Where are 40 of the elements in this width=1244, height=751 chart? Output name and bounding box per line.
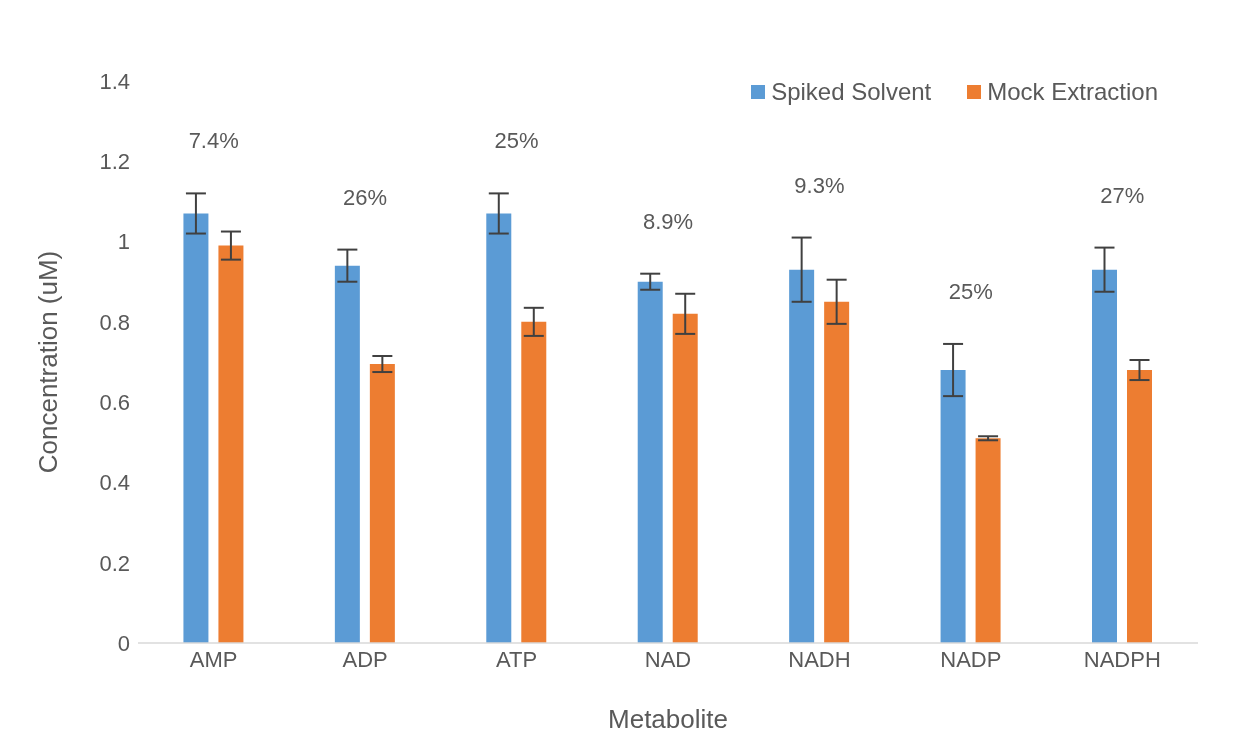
bar [824, 301, 850, 643]
bar [183, 213, 209, 643]
bar [975, 438, 1001, 643]
bar [940, 370, 966, 643]
bar [521, 321, 547, 643]
annotation: 7.4% [188, 128, 239, 154]
legend-label: Spiked Solvent [770, 78, 932, 106]
x-tick-label: NADPH [1083, 646, 1161, 672]
bar [672, 313, 698, 643]
x-tick-label: ADP [342, 646, 388, 672]
y-tick-label: 0.6 [99, 389, 130, 415]
annotation: 25% [494, 128, 539, 154]
y-axis-title: Concentration (uM) [33, 250, 64, 474]
y-tick-label: 0.4 [99, 470, 130, 496]
y-tick-label: 0.8 [99, 309, 130, 335]
annotation: 9.3% [794, 172, 845, 198]
legend-label: Mock Extraction [986, 78, 1158, 106]
x-axis-title: Metabolite [608, 704, 728, 734]
y-tick-label: 0.2 [99, 550, 130, 576]
x-tick-label: NADH [788, 646, 851, 672]
bar [486, 213, 512, 643]
annotation: 26% [343, 184, 388, 210]
x-tick-label: NADP [940, 646, 1002, 672]
bar [637, 281, 663, 643]
bar [334, 265, 360, 643]
x-tick-label: AMP [189, 646, 238, 672]
annotation: 25% [948, 278, 993, 304]
y-tick-label: 1.2 [99, 149, 130, 175]
x-tick-label: NAD [644, 646, 692, 672]
bar [1127, 370, 1152, 643]
bar [218, 245, 244, 643]
bar [789, 269, 815, 643]
annotation: 8.9% [642, 208, 694, 234]
y-tick-label: 0 [117, 630, 130, 656]
y-tick-label: 1.4 [99, 68, 130, 94]
bar [369, 364, 395, 643]
y-tick-label: 1 [117, 229, 130, 255]
x-tick-label: ATP [495, 646, 538, 672]
bar [1092, 269, 1117, 643]
annotation: 27% [1100, 182, 1145, 208]
